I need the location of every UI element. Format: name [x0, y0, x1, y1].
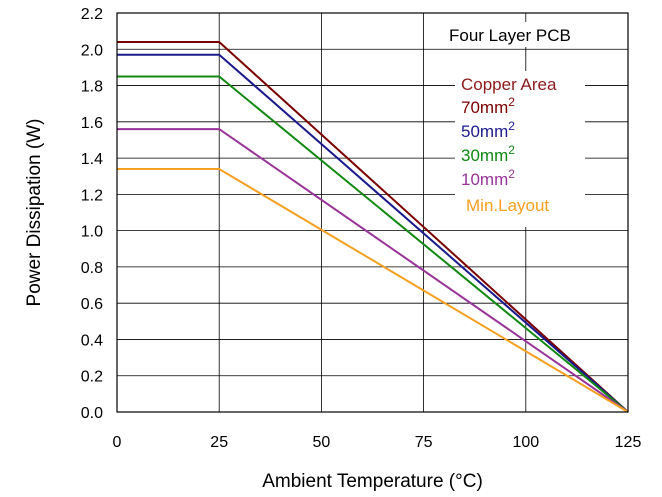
- series-line: [117, 128, 629, 413]
- plot-frame: [116, 12, 629, 413]
- series-line: [117, 75, 629, 413]
- y-tick-label: 0.4: [81, 332, 103, 349]
- x-tick-label: 25: [210, 434, 228, 451]
- y-tick-labels: 0.0 0.2 0.4 0.6 0.8 1.0 1.2 1.4 1.6 1.8 2.0 2.2: [81, 6, 103, 422]
- legend-item-label: 30mm2: [461, 143, 515, 165]
- legend-item-superscript: 2: [508, 143, 515, 157]
- x-tick-label: 125: [615, 434, 642, 451]
- legend-item-superscript: 2: [508, 95, 515, 109]
- y-tick-label: 1.8: [81, 79, 103, 96]
- y-tick-label: 2.0: [81, 42, 103, 59]
- legend-entries-bg: [455, 71, 585, 227]
- y-tick-label: 1.6: [81, 115, 103, 132]
- x-axis-label: Ambient Temperature (°C): [262, 471, 483, 492]
- series-line: [117, 168, 629, 413]
- legend-item-superscript: 2: [508, 119, 515, 133]
- legend-box-bg: [443, 22, 619, 47]
- x-tick-labels: 0 25 50 75 100 125: [113, 434, 642, 451]
- y-tick-label: 0.6: [81, 296, 103, 313]
- x-tick-label: 100: [512, 434, 539, 451]
- series-lines: [117, 41, 629, 413]
- series-line: [117, 53, 629, 413]
- y-tick-label: 1.0: [81, 224, 103, 241]
- x-tick-label: 0: [113, 434, 122, 451]
- series-line: [117, 41, 629, 413]
- x-tick-label: 50: [313, 434, 331, 451]
- y-tick-label: 0.8: [81, 260, 103, 277]
- x-tick-label: 75: [415, 434, 433, 451]
- y-tick-label: 0.2: [81, 369, 103, 386]
- legend-item-label: 10mm2: [461, 167, 515, 189]
- legend-item-superscript: 2: [508, 167, 515, 181]
- legend-box-label: Four Layer PCB: [449, 26, 571, 45]
- y-tick-label: 2.2: [81, 6, 103, 23]
- y-tick-label: 1.4: [81, 151, 103, 168]
- y-tick-label: 1.2: [81, 187, 103, 204]
- y-axis-label: Power Dissipation (W): [24, 119, 45, 307]
- legend-item-label: 70mm2: [461, 95, 515, 117]
- legend-title: Copper Area: [461, 75, 557, 94]
- y-tick-label: 0.0: [81, 405, 103, 422]
- legend-item-label: 50mm2: [461, 119, 515, 141]
- legend: Four Layer PCB Copper Area 70mm250mm230m…: [443, 22, 619, 227]
- legend-item-label: Min.Layout: [466, 196, 549, 215]
